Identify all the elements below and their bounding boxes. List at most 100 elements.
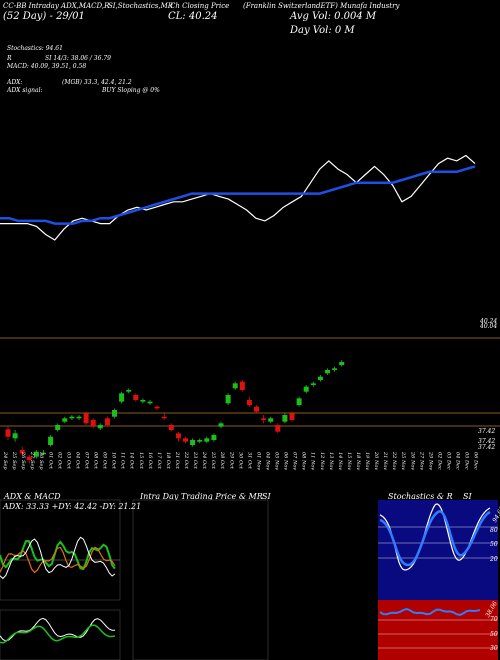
date-tick: 12 Nov (319, 452, 325, 470)
adx-plus-di-line (0, 539, 116, 571)
candle-body (332, 368, 338, 370)
date-tick: 21 Nov (382, 451, 388, 470)
date-tick: 20 Nov (373, 451, 379, 470)
date-tick: 27 Sep (29, 451, 35, 470)
candle-body (218, 423, 224, 427)
candle-body (140, 400, 146, 402)
candle-body (97, 425, 103, 429)
candle-body (55, 425, 61, 430)
header-line-2: SI,Stochastics,MR (108, 2, 174, 10)
rsi-30-label: 30 (490, 645, 498, 652)
date-tick: 24 Oct (201, 451, 207, 470)
level-low3: 37.42 (478, 444, 496, 451)
date-tick: 14 Nov (337, 452, 343, 470)
date-tick: 08 Oct (93, 452, 99, 470)
date-tick: 08 Nov (301, 452, 307, 470)
candle-body (26, 456, 32, 460)
candle-body (154, 406, 160, 409)
candle-body (183, 438, 188, 442)
candle-body (317, 376, 323, 380)
intraday-panel-title: Intra Day Trading Price & MR (140, 492, 263, 501)
close-price-line (0, 154, 476, 241)
rsi-50-label: 50 (490, 631, 498, 638)
moving-average-line (0, 165, 476, 225)
candle-body (12, 433, 18, 439)
stochastics-readout: Stochastics: 94.61 (7, 45, 63, 52)
date-tick: 11 Nov (310, 452, 316, 470)
candle-body (104, 418, 110, 425)
candle-body (296, 398, 302, 405)
adx-signal-label: ADX signal: (7, 87, 43, 94)
stoch-50-label: 50 (490, 541, 498, 548)
candle-body (83, 413, 89, 424)
macd-panel (0, 609, 121, 660)
date-tick: 02 Oct (56, 452, 62, 470)
candle-body (261, 418, 267, 420)
adx-signal-readout: BUY Sloping @ 0% (102, 87, 160, 94)
avg-volume: Avg Vol: 0.004 M (290, 11, 377, 22)
candle-body (282, 415, 288, 422)
date-tick: 15 Oct (138, 452, 144, 470)
candle-body (5, 429, 11, 437)
date-tick: 17 Oct (156, 452, 162, 470)
candle-body (62, 418, 68, 422)
date-tick: 11 Oct (120, 452, 126, 470)
candle-body (41, 452, 46, 455)
adx-label: ADX: (7, 79, 23, 86)
r-label: R (7, 55, 12, 62)
macd-signal-line (0, 624, 116, 644)
adx-line (0, 536, 116, 580)
candle-body (268, 418, 274, 422)
candle-body (126, 390, 132, 392)
date-tick: 25 Sep (11, 451, 17, 470)
candle-body (197, 440, 203, 442)
date-tick: 29 Nov (427, 451, 433, 470)
candle-body (69, 416, 75, 419)
candle-body (310, 383, 316, 385)
candle-body (119, 393, 125, 402)
date-tick: 16 Oct (147, 452, 153, 470)
candle-body (147, 401, 153, 404)
level-top2: 40.04 (480, 323, 498, 330)
candle-body (112, 410, 117, 417)
overlay-lines (0, 154, 476, 241)
stoch-80-label: 80 (490, 527, 498, 534)
date-range: (52 Day) - 29/01 (3, 11, 85, 22)
date-tick: 06 Nov (283, 452, 289, 470)
date-tick: 30 Oct (237, 452, 243, 470)
candle-body (325, 370, 330, 374)
header-line-4: (Franklin SwitzerlandETF) Munafa Industr… (243, 2, 400, 10)
adx-panel (0, 499, 121, 601)
close-price: CL: 40.24 (168, 11, 218, 22)
date-tick: 21 Oct (174, 451, 180, 470)
stoch-20-label: 20 (490, 556, 498, 563)
adx-readout: (MGB) 33.3, 42.4, 21.2 (62, 79, 132, 86)
rsi-readout: SI 14/3: 38.06 / 36.79 (45, 55, 111, 62)
date-tick: 25 Oct (210, 451, 216, 470)
rsi-70-label: 70 (490, 616, 498, 623)
candle-body (90, 420, 96, 427)
level-top: 40.24 (480, 318, 498, 325)
date-tick: 22 Oct (183, 451, 189, 470)
candle-body (161, 416, 167, 419)
date-tick: 06 Dec (473, 452, 479, 470)
stoch-panel-title: Stochastics & R (388, 492, 453, 501)
date-tick: 26 Nov (409, 451, 415, 470)
date-tick: 28 Oct (219, 451, 225, 470)
date-tick: 10 Oct (111, 452, 117, 470)
macd-line (0, 617, 115, 642)
date-tick: 26 Sep (20, 451, 26, 470)
date-tick: 04 Oct (74, 452, 80, 470)
macd-readout: MACD: 40.09, 39.51, 0.58 (7, 63, 87, 70)
candle-body (275, 425, 281, 432)
date-tick: 01 Oct (47, 452, 53, 470)
candle-body (232, 383, 238, 389)
candle-body (339, 362, 345, 365)
date-tick: 09 Oct (102, 452, 108, 470)
price-chart: 24 Sep 25 Sep 26 Sep 27 Sep 30 Sep 01 Oct 02 O… (0, 154, 500, 470)
price-levels (0, 337, 500, 427)
header-line-3: Ch Closing Price (170, 2, 230, 10)
day-volume: Day Vol: 0 M (290, 25, 355, 36)
date-tick: 15 Nov (346, 452, 352, 470)
